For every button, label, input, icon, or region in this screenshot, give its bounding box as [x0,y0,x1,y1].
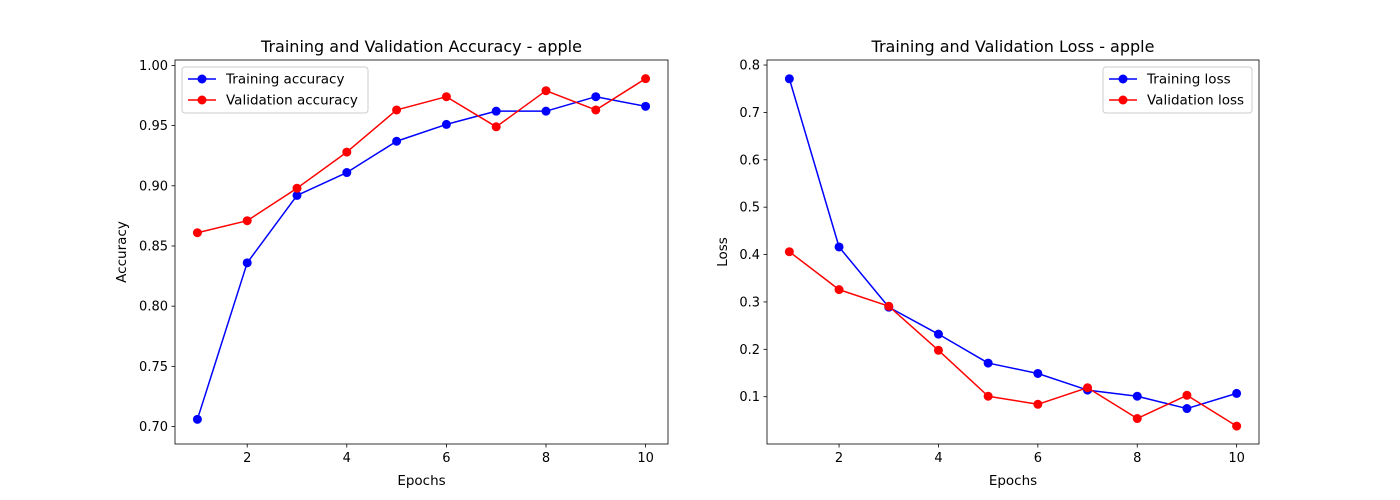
loss-legend-box [1102,66,1253,114]
accuracy-training-accuracy-point [441,119,451,129]
accuracy-legend-validation-marker [197,95,207,105]
loss-validation-loss-point [834,285,844,295]
loss-plot-frame [766,59,1260,445]
accuracy-validation-accuracy-point [491,122,501,132]
accuracy-training-accuracy-point [192,414,202,424]
accuracy-subplot: Training and Validation Accuracy - apple… [114,37,669,489]
loss-validation-loss-point [933,345,943,355]
loss-y-tick-label: 0.3 [739,295,760,310]
loss-y-tick-label: 0.5 [739,201,760,216]
loss-training-loss-point [983,358,993,368]
accuracy-y-tick-label: 0.95 [139,119,168,134]
loss-y-tick-label: 0.2 [739,343,760,358]
loss-training-loss-line [788,78,1237,410]
loss-x-tick-label: 8 [1133,451,1141,466]
accuracy-y-tick-label: 0.90 [139,179,168,194]
accuracy-x-axis-label: Epochs [397,473,445,489]
loss-validation-loss-point [884,301,894,311]
accuracy-legend-training-marker [197,74,207,84]
accuracy-validation-accuracy-point [192,228,202,238]
accuracy-validation-accuracy-point [641,74,651,84]
accuracy-legend-validation-label: Validation accuracy [226,93,358,109]
accuracy-validation-accuracy-point [342,147,352,157]
accuracy-validation-accuracy-point [541,86,551,96]
accuracy-training-accuracy-point [242,258,252,268]
loss-training-loss-point [1132,391,1142,401]
loss-validation-loss-line [788,251,1238,427]
accuracy-validation-accuracy-point [292,183,302,193]
loss-ticks: 2 4 6 8 10 0.1 0.2 0.3 0.4 0.5 0.6 0.7 0.8 [739,59,1245,466]
accuracy-training-accuracy-point [292,190,302,200]
loss-validation-loss-point [1083,383,1093,393]
accuracy-series [192,74,651,424]
accuracy-x-tick-label: 8 [542,451,550,466]
accuracy-chart-title: Training and Validation Accuracy - apple [260,37,582,56]
accuracy-validation-accuracy-point [242,216,252,226]
loss-series [784,74,1242,431]
loss-x-axis-label: Epochs [989,473,1037,489]
loss-y-tick-label: 0.1 [739,390,760,405]
accuracy-y-axis-label: Accuracy [114,221,130,283]
loss-plot-area [767,60,1259,444]
loss-y-tick-label: 0.7 [739,106,760,121]
accuracy-training-accuracy-point [392,136,402,146]
loss-legend-validation-marker [1118,95,1128,105]
loss-y-tick-label: 0.6 [739,153,760,168]
loss-training-loss-point [1033,368,1043,378]
accuracy-training-accuracy-point [342,168,352,178]
loss-x-tick-label: 4 [934,451,942,466]
loss-x-tick-label: 2 [835,451,843,466]
accuracy-x-tick-label: 2 [243,451,251,466]
accuracy-y-tick-label: 0.75 [139,360,168,375]
accuracy-ticks: 2 4 6 8 10 0.70 0.75 0.80 0.85 0.90 0.95 1.00 [139,59,654,466]
loss-validation-loss-point [1132,414,1142,424]
loss-training-loss-point [1182,404,1192,414]
accuracy-training-accuracy-point [491,106,501,116]
accuracy-validation-accuracy-point [392,105,402,115]
loss-x-tick-label: 10 [1228,451,1245,466]
accuracy-legend-box [181,66,369,114]
loss-training-loss-point [784,74,794,84]
accuracy-y-tick-label: 0.80 [139,300,168,315]
accuracy-validation-accuracy-point [441,92,451,102]
loss-chart-title: Training and Validation Loss - apple [871,37,1155,56]
accuracy-x-tick-label: 6 [442,451,450,466]
accuracy-x-tick-label: 10 [637,451,654,466]
accuracy-y-tick-label: 0.70 [139,420,168,435]
accuracy-plot-area [175,60,668,444]
accuracy-x-tick-label: 4 [343,451,351,466]
loss-legend-training-marker [1118,74,1128,84]
loss-validation-loss-point [1232,421,1242,431]
accuracy-training-accuracy-point [541,106,551,116]
loss-validation-loss-point [1182,390,1192,400]
accuracy-validation-accuracy-line [197,78,646,234]
loss-legend-validation-label: Validation loss [1147,93,1244,109]
loss-validation-loss-point [983,391,993,401]
loss-training-loss-point [933,329,943,339]
loss-validation-loss-point [784,247,794,257]
loss-training-loss-point [1232,388,1242,398]
accuracy-y-tick-label: 1.00 [139,59,168,74]
accuracy-validation-accuracy-point [591,105,601,115]
accuracy-legend: Training accuracy Validation accuracy [181,66,369,114]
accuracy-training-accuracy-line [196,95,646,420]
loss-legend-training-label: Training loss [1146,72,1231,88]
loss-x-tick-label: 6 [1034,451,1042,466]
accuracy-training-accuracy-point [591,92,601,102]
accuracy-plot-frame [174,59,669,445]
loss-y-axis-label: Loss [715,237,731,267]
accuracy-legend-training-label: Training accuracy [225,72,344,88]
loss-y-tick-label: 0.8 [739,59,760,74]
accuracy-training-accuracy-point [641,101,651,111]
loss-subplot: Training and Validation Loss - apple 2 4 6… [715,37,1260,489]
loss-y-tick-label: 0.4 [739,248,760,263]
loss-training-loss-point [834,242,844,252]
loss-legend: Training loss Validation loss [1102,66,1253,114]
accuracy-y-tick-label: 0.85 [139,239,168,254]
loss-validation-loss-point [1033,399,1043,409]
